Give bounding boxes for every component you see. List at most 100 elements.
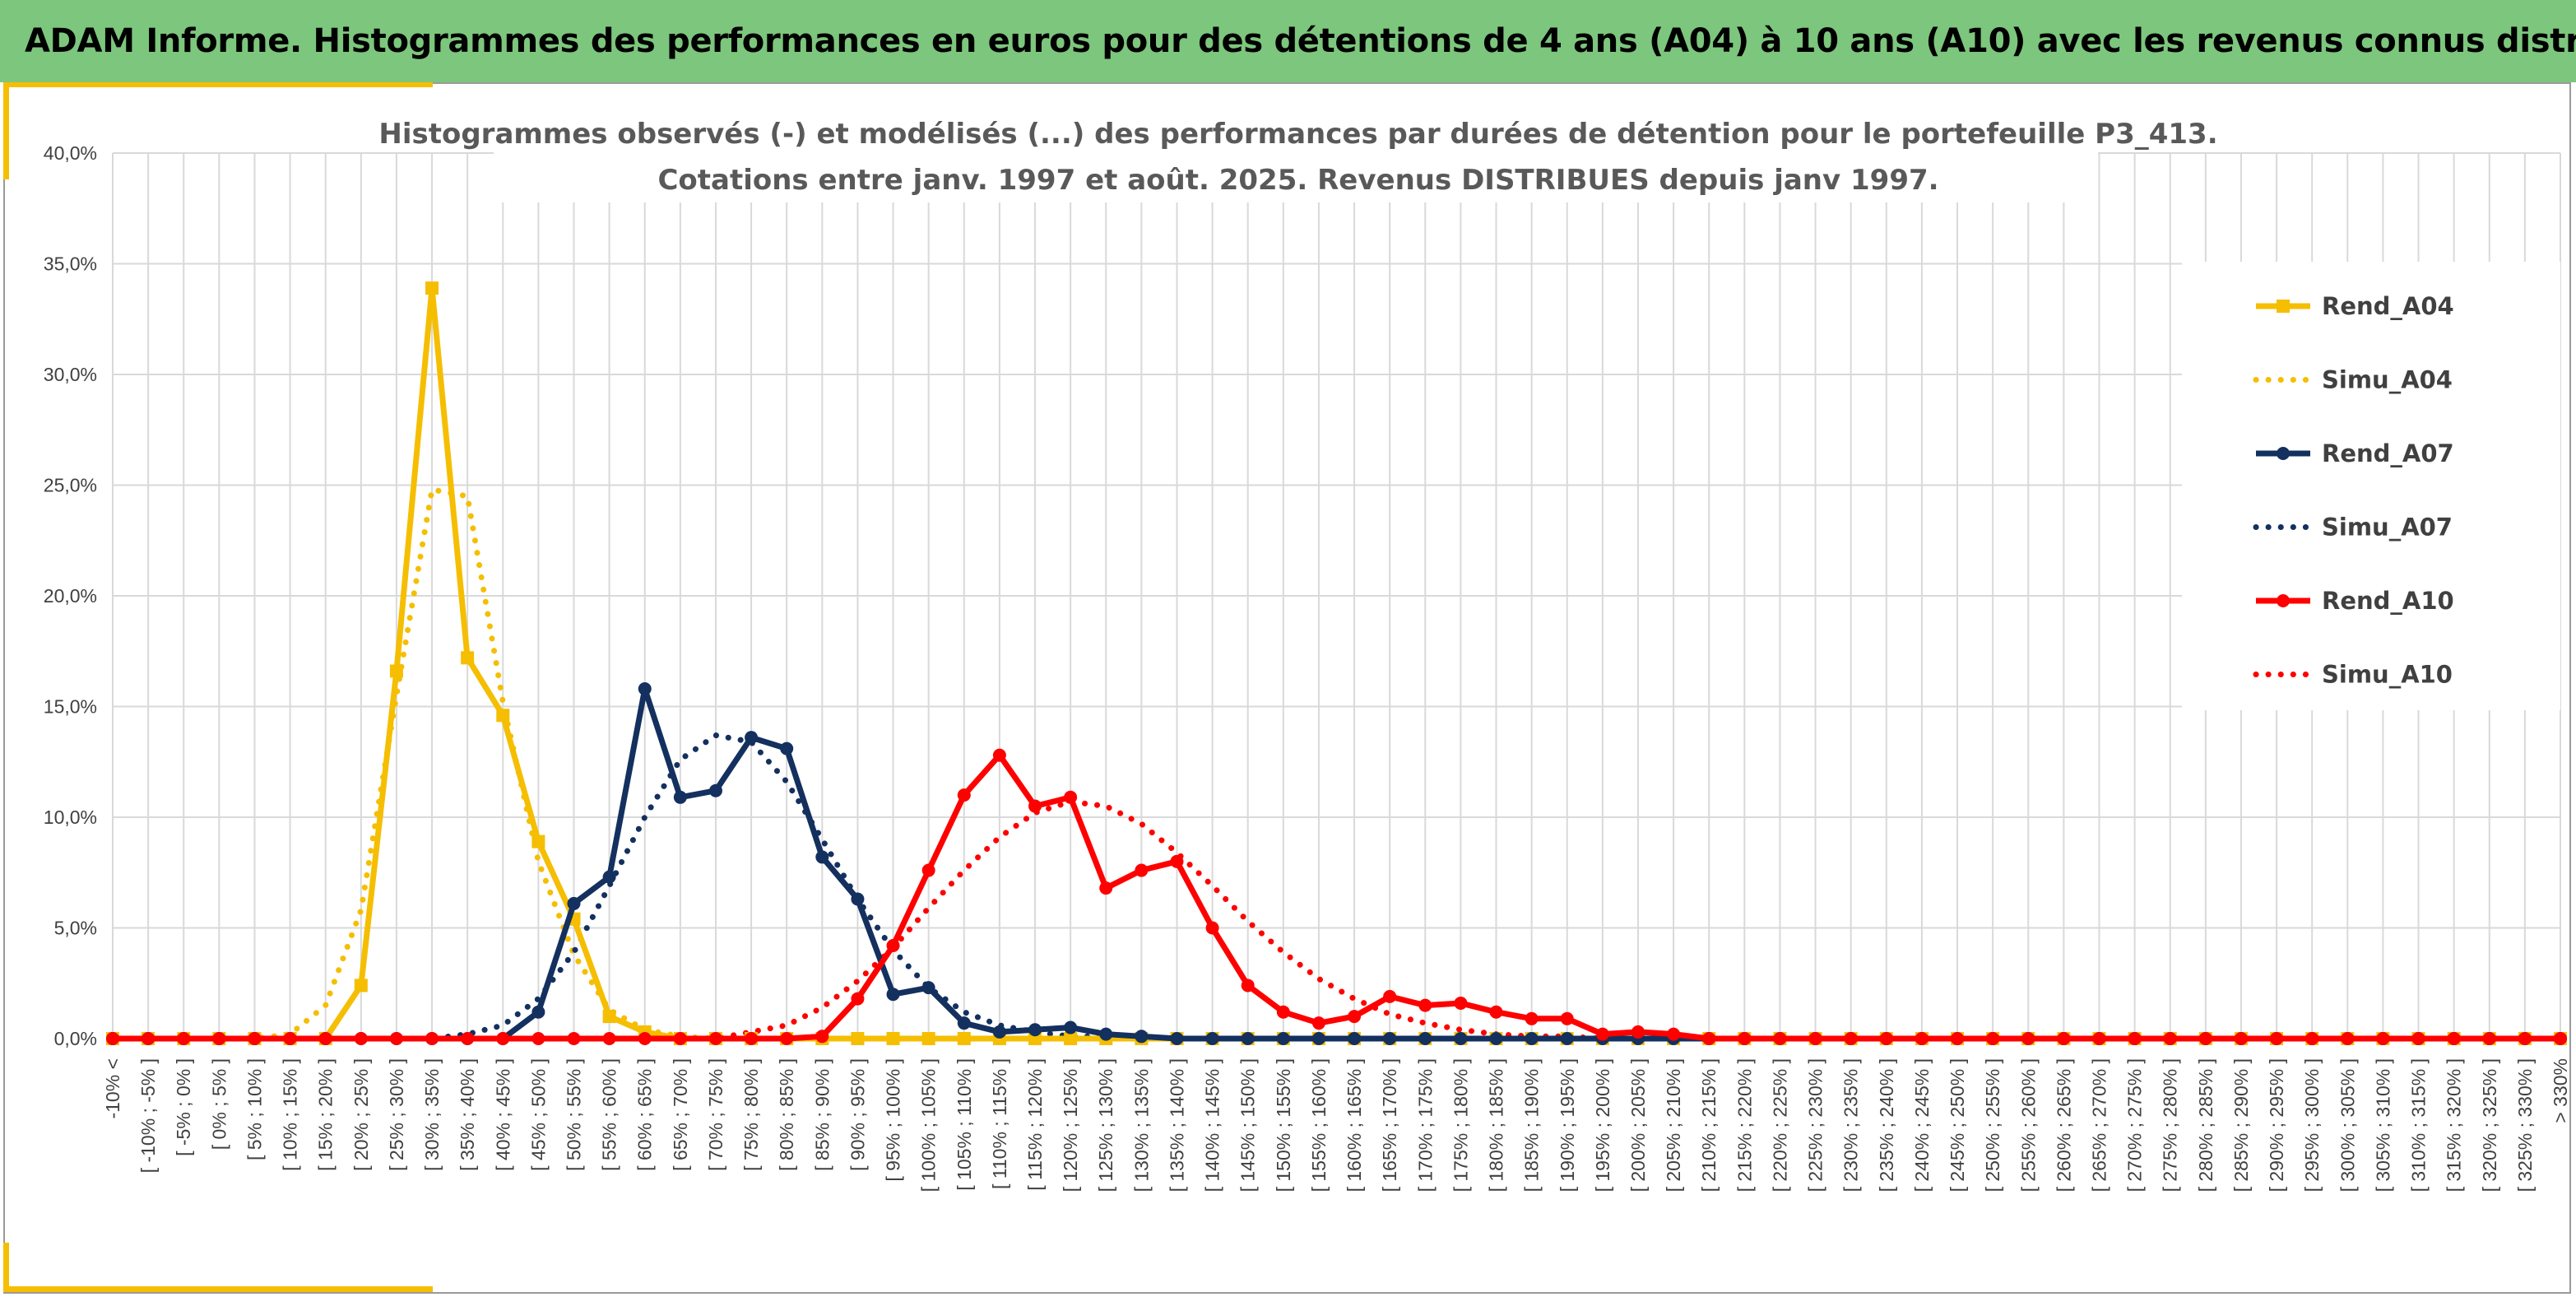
data-point [1844, 1032, 1858, 1045]
x-tick-label: [ 185% ; 190% ] [1521, 1058, 1543, 1192]
x-tick-label: [ 315% ; 320% ] [2444, 1058, 2465, 1192]
x-tick-label: [ 280% ; 285% ] [2195, 1058, 2216, 1192]
data-point [1560, 1032, 1574, 1045]
x-tick-label: [ 160% ; 165% ] [1344, 1058, 1365, 1192]
x-tick-label: [ 130% ; 135% ] [1130, 1058, 1152, 1192]
data-point [1879, 1032, 1893, 1045]
data-point [1489, 1032, 1503, 1045]
data-point [745, 1032, 759, 1045]
x-tick-label: [ -5% ; 0% ] [173, 1058, 194, 1156]
y-tick-label: 10,0% [44, 807, 97, 828]
x-tick-label: [ 320% ; 325% ] [2479, 1058, 2500, 1192]
x-tick-label: [ 10% ; 15% ] [280, 1058, 301, 1171]
x-tick-label: [ 230% ; 235% ] [1840, 1058, 1862, 1192]
data-point [2482, 1032, 2496, 1045]
x-tick-label: [ 290% ; 295% ] [2266, 1058, 2287, 1192]
x-tick-label: [ 310% ; 315% ] [2408, 1058, 2430, 1192]
x-tick-label: [ 75% ; 80% ] [740, 1058, 762, 1171]
series-line-simu-a07 [109, 732, 2564, 1042]
data-point [851, 1032, 865, 1045]
legend-label: Simu_A04 [2322, 366, 2453, 394]
legend-background [2182, 262, 2560, 710]
x-tick-label: [ 15% ; 20% ] [315, 1058, 337, 1171]
legend-item-rend-a10: Rend_A10 [2256, 587, 2454, 615]
data-point [673, 1032, 687, 1045]
data-point [2518, 1032, 2532, 1045]
data-point [1489, 1005, 1503, 1019]
data-point [1311, 1032, 1325, 1045]
series-line-rend-a10 [113, 752, 2560, 1042]
data-point [212, 1032, 226, 1045]
x-tick-label: [ 275% ; 280% ] [2160, 1058, 2181, 1192]
data-point [708, 1032, 722, 1045]
x-tick-label: [ 145% ; 150% ] [1237, 1058, 1259, 1192]
data-point [567, 896, 581, 910]
x-tick-label: [ 40% ; 45% ] [492, 1058, 513, 1171]
data-point [1311, 1016, 1325, 1030]
data-point [2021, 1032, 2035, 1045]
data-point [2057, 1032, 2071, 1045]
data-point [851, 892, 865, 906]
data-point [673, 790, 687, 804]
x-tick-label: [ 295% ; 300% ] [2301, 1058, 2323, 1192]
legend: Rend_A04 Simu_A04 Rend_A07 Simu_A07 Rend_A10… [2253, 292, 2454, 689]
data-point [638, 1032, 652, 1045]
legend-label: Rend_A04 [2322, 292, 2454, 320]
data-point [1205, 1032, 1219, 1045]
x-tick-label: [ 240% ; 245% ] [1911, 1058, 1933, 1192]
data-point [1064, 1020, 1078, 1034]
data-point [886, 1032, 900, 1045]
x-tick-label: [ 35% ; 40% ] [457, 1058, 478, 1171]
data-point [886, 988, 900, 1002]
data-point [531, 834, 545, 848]
data-point [389, 1032, 403, 1045]
x-tick-label: [ 30% ; 35% ] [421, 1058, 443, 1171]
x-tick-label: [ 200% ; 205% ] [1627, 1058, 1649, 1192]
data-point [1241, 979, 1255, 993]
banner: ADAM Informe. Histogrammes des performan… [0, 0, 2576, 82]
data-point [780, 1032, 794, 1045]
chart-title-line-2: Cotations entre janv. 1997 et août. 2025… [657, 164, 1938, 197]
x-tick-label: [ 85% ; 90% ] [811, 1058, 833, 1171]
y-tick-label: 25,0% [44, 475, 97, 496]
x-tick-label: [ 0% ; 5% ] [208, 1058, 230, 1150]
data-point [2447, 1032, 2461, 1045]
series-rend-a07 [106, 681, 2567, 1045]
data-point [1028, 799, 1042, 813]
data-point [1986, 1032, 2000, 1045]
data-point [1135, 1030, 1149, 1044]
y-tick-label: 40,0% [44, 142, 97, 164]
legend-item-simu-a10: Simu_A10 [2253, 661, 2453, 689]
x-tick-label: [ 285% ; 290% ] [2230, 1058, 2252, 1192]
data-point [1099, 881, 1113, 895]
x-tick-label: [ 215% ; 220% ] [1734, 1058, 1755, 1192]
data-point [248, 1032, 262, 1045]
data-point [1702, 1032, 1716, 1045]
data-point [2341, 1032, 2355, 1045]
x-tick-label: [ 265% ; 270% ] [2088, 1058, 2110, 1192]
series-simu-a07 [109, 732, 2564, 1042]
x-tick-label: -10% < [102, 1058, 123, 1119]
x-tick-label: [ 95% ; 100% ] [883, 1058, 904, 1182]
data-point [1454, 1032, 1468, 1045]
legend-label: Rend_A07 [2322, 439, 2454, 467]
data-point [1064, 1032, 1078, 1045]
x-tick-label: [ 20% ; 25% ] [350, 1058, 372, 1171]
x-tick-label: [ 155% ; 160% ] [1308, 1058, 1330, 1192]
data-point [957, 788, 971, 802]
data-point [354, 1032, 368, 1045]
y-tick-label: 5,0% [54, 918, 97, 939]
data-point [602, 1032, 616, 1045]
data-point [638, 681, 652, 695]
data-point [1595, 1027, 1609, 1041]
legend-label: Simu_A10 [2322, 661, 2453, 689]
data-point [1276, 1005, 1290, 1019]
data-point [1773, 1032, 1787, 1045]
data-point [1383, 1032, 1397, 1045]
y-tick-label: 15,0% [44, 696, 97, 718]
data-point [1525, 1011, 1539, 1025]
accent-bar-bottom [3, 1286, 433, 1292]
data-point [461, 1032, 475, 1045]
data-point [1028, 1023, 1042, 1037]
data-point [461, 651, 475, 665]
